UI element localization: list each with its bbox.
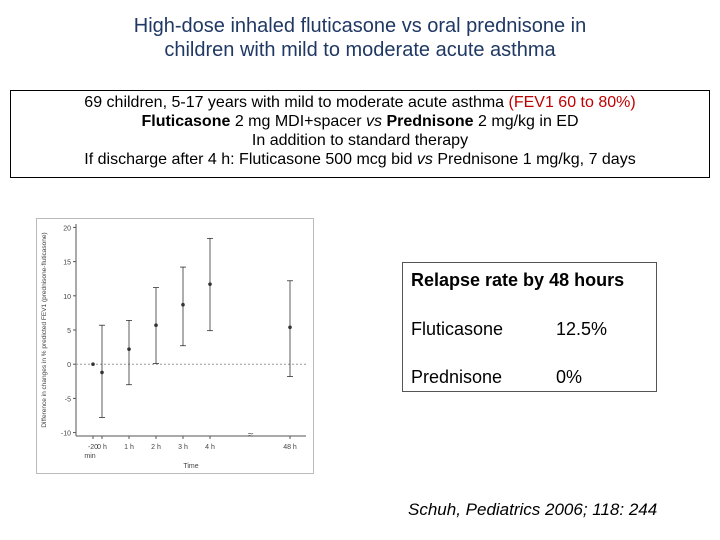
text-segment: vs [416,151,433,168]
y-tick-label: -10 [61,431,71,438]
text-segment: In addition to standard therapy [251,132,469,149]
y-tick-label: 5 [67,328,71,335]
table-cell: Prednisone [411,367,503,387]
text-segment: Fluticasone [141,113,231,130]
x-tick-label: -20 [88,444,98,451]
point [288,325,292,330]
citation: Schuh, Pediatrics 2006; 118: 244 [408,500,658,519]
y-tick-label: 10 [63,294,71,301]
title-line: children with mild to moderate acute ast… [164,39,556,61]
summary-box: 69 children, 5-17 years with mild to mod… [10,90,710,178]
point [154,323,158,328]
point [91,362,95,366]
point [208,282,212,286]
text-segment: 2 mg/kg in ED [473,113,579,130]
text-segment: Prednisone 1 mg/kg, 7 days [432,151,636,168]
summary-line: In addition to standard therapy [11,131,709,150]
point [100,370,104,375]
x-tick-label: 3 h [178,444,188,451]
y-tick-label: 20 [63,225,71,232]
text-segment: 2 mg MDI+spacer [230,113,366,130]
x-tick-label: 2 h [151,444,161,451]
x-axis-label: Time [183,463,198,470]
x-unit-note: min [84,453,95,460]
x-tick-label: 48 h [283,444,297,451]
title-line: High-dose inhaled fluticasone vs oral pr… [133,15,587,37]
text-segment: 69 children, 5-17 years with mild to mod… [84,94,509,111]
table-cell: 12.5% [556,319,608,339]
text-segment: If discharge after 4 h: Fluticasone 500 … [84,151,417,168]
x-tick-label: 4 h [205,444,215,451]
slide-title: High-dose inhaled fluticasone vs oral pr… [0,14,720,62]
y-tick-label: 0 [67,362,71,369]
y-axis-label: Difference in changes in % predicted FEV… [41,232,48,427]
x-tick-label: 1 h [124,444,134,451]
y-tick-label: -5 [65,396,71,403]
y-tick-label: 15 [63,260,71,267]
table-cell: Fluticasone [411,319,504,339]
text-segment: Prednisone [386,113,474,130]
relapse-table: Relapse rate by 48 hours Fluticasone 12.… [402,262,657,392]
text-segment: (FEV1 60 to 80%) [508,94,636,111]
summary-line: 69 children, 5-17 years with mild to mod… [11,93,709,112]
x-tick-label: 0 h [97,444,107,451]
axis-break: ≈ [248,430,254,441]
text-segment: vs [365,113,382,130]
chart-frame [36,218,314,474]
point [127,347,131,351]
point [181,302,185,307]
table-title: Relapse rate by 48 hours [411,270,625,290]
summary-line: If discharge after 4 h: Fluticasone 500 … [11,150,709,169]
summary-line: Fluticasone 2 mg MDI+spacer vs Prednison… [11,112,709,131]
chart: -10 -5 0 5 10 15 20 Difference in changes in % … [36,218,314,474]
table-cell: 0% [556,367,583,387]
